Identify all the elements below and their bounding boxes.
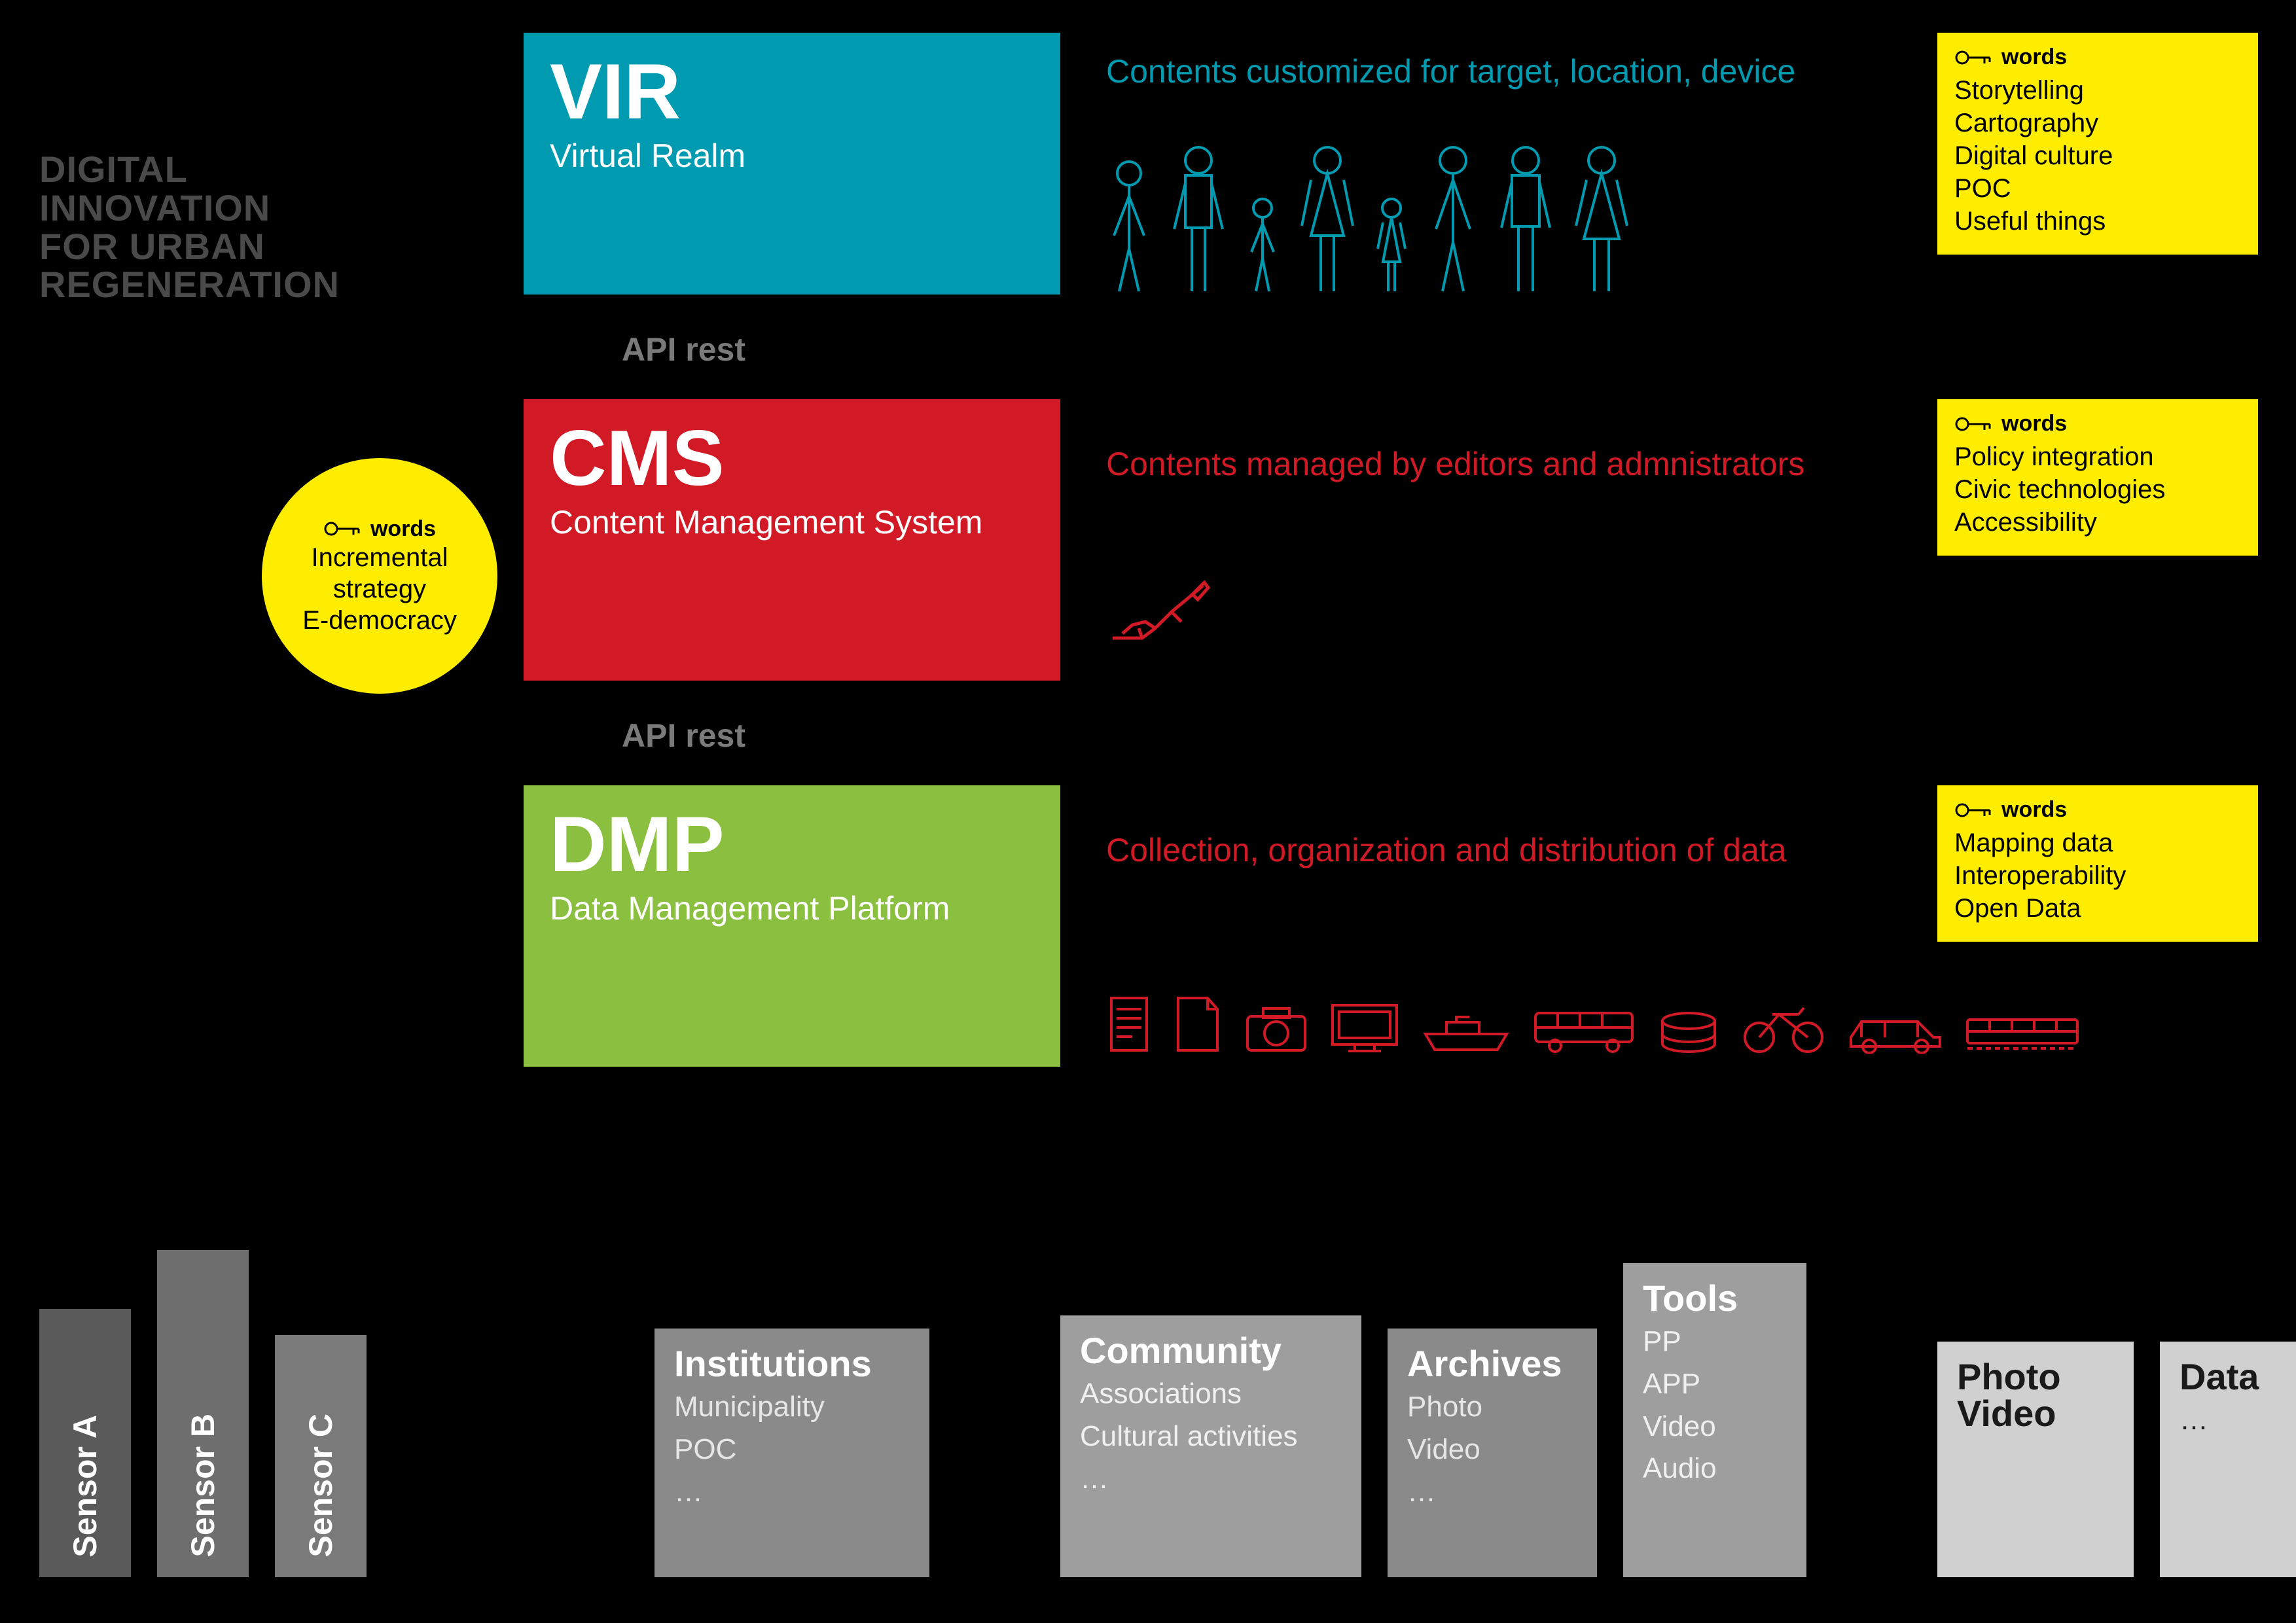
bottom-row: Sensor A Sensor B Sensor C Institutions Muni… — [39, 1250, 2296, 1577]
tram-icon — [1964, 1014, 2081, 1054]
keyword-item: Interoperability — [1954, 859, 2241, 892]
sensor-label: Sensor A — [66, 1395, 104, 1577]
vir-description: Contents customized for target, location… — [1106, 52, 1892, 90]
bicycle-icon — [1741, 1001, 1826, 1054]
cms-full: Content Management System — [550, 504, 1034, 542]
bottom-card: Community Associations Cultural activities… — [1060, 1315, 1361, 1577]
keywords-circle: words IncrementalstrategyE-democracy — [262, 458, 497, 694]
keywords-cms: words Policy integrationCivic technologi… — [1937, 399, 2258, 556]
card-sub: PP — [1643, 1325, 1787, 1359]
bottom-card: Tools PP APP Video Audio — [1623, 1263, 1806, 1577]
card-sub: APP — [1643, 1367, 1787, 1402]
cms-acronym: CMS — [550, 419, 1034, 497]
keywords-header: words — [1954, 45, 2241, 70]
card-sub: … — [1407, 1475, 1577, 1510]
person-icon — [1496, 144, 1555, 294]
keywords-vir: words StorytellingCartographyDigital cul… — [1937, 33, 2258, 255]
card-title: Tools — [1643, 1280, 1787, 1317]
keyword-item: Civic technologies — [1954, 473, 2241, 506]
bottom-card: Data … — [2160, 1342, 2296, 1577]
file-icon — [1172, 995, 1224, 1054]
keyword-item: POC — [1954, 172, 2241, 205]
card-sub: Video — [1407, 1433, 1577, 1467]
vir-full: Virtual Realm — [550, 137, 1034, 175]
card-title: Community — [1080, 1332, 1342, 1369]
card-sub: Photo — [1407, 1390, 1577, 1425]
sensor-block: Sensor B — [157, 1250, 249, 1577]
bottom-card: Archives Photo Video … — [1388, 1329, 1597, 1577]
document-icon — [1106, 995, 1152, 1054]
person-icon — [1374, 196, 1410, 294]
card-sub: Cultural activities — [1080, 1419, 1342, 1454]
dmp-description: Collection, organization and distributio… — [1106, 831, 1892, 869]
dmp-full: Data Management Platform — [550, 890, 1034, 928]
keyword-item: Mapping data — [1954, 827, 2241, 859]
layer-vir: VIR Virtual Realm — [524, 33, 1060, 294]
person-icon — [1572, 144, 1631, 294]
key-icon — [323, 519, 363, 539]
cms-description: Contents managed by editors and admnistr… — [1106, 445, 1892, 483]
data-icons-row — [1106, 995, 2081, 1054]
person-icon — [1169, 144, 1228, 294]
key-icon — [1954, 48, 1994, 67]
sensor-label: Sensor B — [184, 1394, 222, 1577]
card-sub: … — [674, 1475, 910, 1510]
keyword-item: Open Data — [1954, 892, 2241, 925]
card-sub: Video — [1643, 1410, 1787, 1444]
dmp-acronym: DMP — [550, 805, 1034, 883]
keywords-header: words — [1954, 411, 2241, 437]
keyword-item: Storytelling — [1954, 74, 2241, 107]
person-icon — [1427, 144, 1479, 294]
camera-icon — [1244, 1005, 1309, 1054]
boat-icon — [1420, 1014, 1512, 1054]
bus-icon — [1532, 1008, 1636, 1054]
card-title: Institutions — [674, 1346, 910, 1382]
keywords-header: words — [323, 516, 436, 542]
car-icon — [1846, 1011, 1944, 1054]
keyword-item: Policy integration — [1954, 440, 2241, 473]
card-sub: Municipality — [674, 1390, 910, 1425]
keyword-item: E-democracy — [302, 605, 457, 636]
key-icon — [1954, 414, 1994, 434]
vir-acronym: VIR — [550, 52, 1034, 131]
person-icon — [1245, 196, 1281, 294]
key-icon — [1954, 800, 1994, 820]
card-sub: POC — [674, 1433, 910, 1467]
card-title: Data — [2179, 1359, 2296, 1395]
person-icon — [1106, 157, 1152, 294]
sensor-block: Sensor A — [39, 1309, 131, 1577]
card-sub: Audio — [1643, 1452, 1787, 1486]
keyword-item: Accessibility — [1954, 506, 2241, 539]
writing-hand-icon — [1106, 576, 1211, 651]
card-title: PhotoVideo — [1957, 1359, 2114, 1432]
keyword-item: strategy — [302, 573, 457, 605]
bottom-card: Institutions Municipality POC … — [655, 1329, 929, 1577]
screen-icon — [1329, 1001, 1401, 1054]
sensor-block: Sensor C — [275, 1335, 367, 1577]
page-title: DIGITAL INNOVATION FOR URBAN REGENERATIO… — [39, 151, 340, 304]
layer-cms: CMS Content Management System — [524, 399, 1060, 681]
keyword-item: Incremental — [302, 542, 457, 573]
person-icon — [1298, 144, 1357, 294]
card-sub: … — [2179, 1403, 2296, 1438]
card-sub: … — [1080, 1462, 1342, 1497]
keywords-dmp: words Mapping dataInteroperabilityOpen D… — [1937, 785, 2258, 942]
card-sub: Associations — [1080, 1377, 1342, 1412]
keyword-item: Cartography — [1954, 107, 2241, 139]
coins-icon — [1656, 1008, 1721, 1054]
keyword-item: Useful things — [1954, 205, 2241, 238]
keyword-item: Digital culture — [1954, 139, 2241, 172]
people-icons — [1106, 144, 1631, 294]
api-label-2: API rest — [622, 717, 745, 755]
card-title: Archives — [1407, 1346, 1577, 1382]
bottom-card: PhotoVideo — [1937, 1342, 2134, 1577]
keywords-header: words — [1954, 797, 2241, 823]
sensor-label: Sensor C — [302, 1394, 340, 1577]
api-label-1: API rest — [622, 330, 745, 368]
layer-dmp: DMP Data Management Platform — [524, 785, 1060, 1067]
